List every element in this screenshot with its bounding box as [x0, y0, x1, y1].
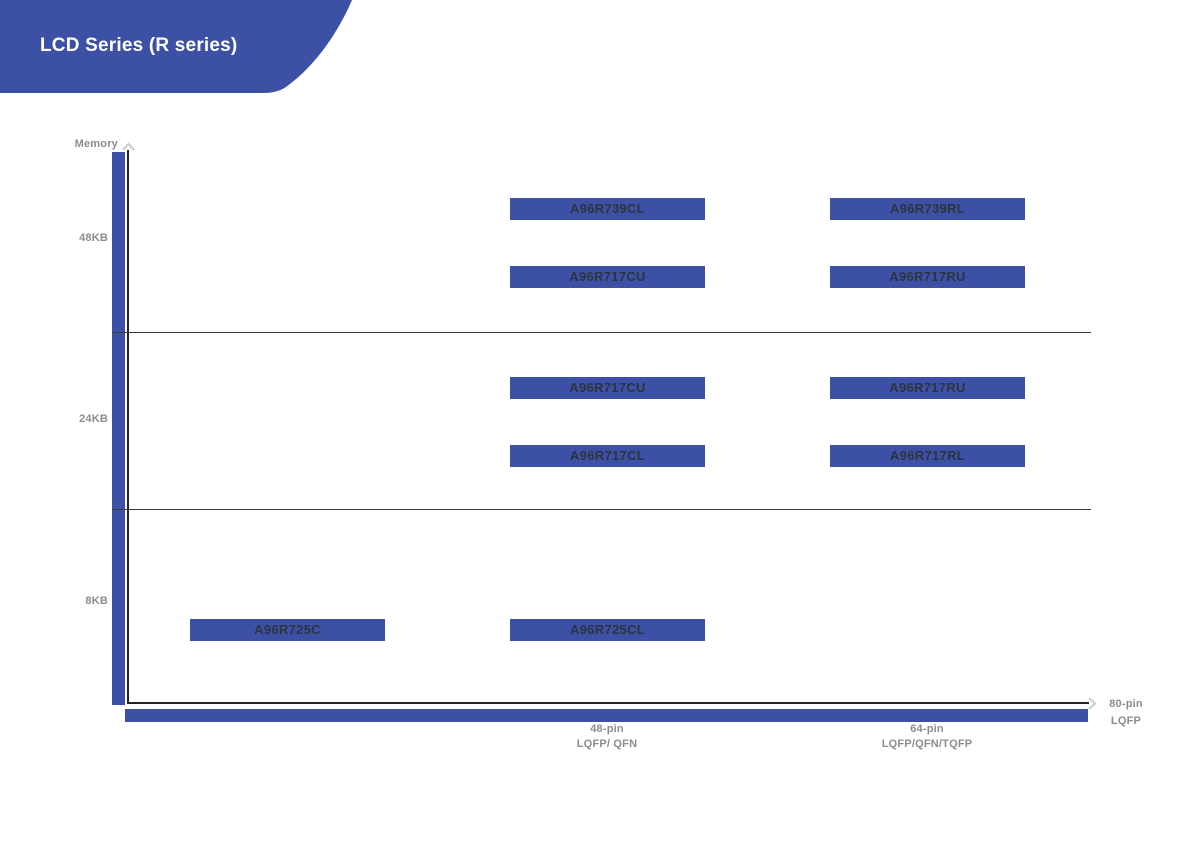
product-box: A96R717CU [510, 266, 705, 288]
product-box: A96R717RU [830, 377, 1025, 399]
banner-shape [0, 0, 352, 93]
y-axis-line [127, 150, 129, 704]
x-axis-bar [125, 709, 1088, 722]
band-divider-24-8 [112, 509, 1091, 510]
x-label-64pin-line1: 64-pin [910, 723, 944, 735]
x-label-64pin-line2: LQFP/QFN/TQFP [881, 738, 973, 750]
page-title: LCD Series (R series) [40, 35, 238, 56]
product-box: A96R717CL [510, 445, 705, 467]
arrow-right-icon [1088, 697, 1096, 710]
x-label-48pin-line2: LQFP/ QFN [576, 738, 638, 750]
y-axis-title: Memory [74, 138, 118, 150]
y-tick-8kb: 8KB [85, 595, 108, 607]
x-axis-line [127, 702, 1089, 704]
x-label-48pin-line1: 48-pin [590, 723, 624, 735]
product-box: A96R717CU [510, 377, 705, 399]
y-tick-24kb: 24KB [79, 413, 108, 425]
x-label-64pin: 64-pin LQFP/QFN/TQFP [827, 722, 1027, 752]
x-label-80pin-line2: LQFP [1110, 715, 1142, 727]
product-box: A96R739CL [510, 198, 705, 220]
x-label-48pin: 48-pin LQFP/ QFN [527, 722, 687, 752]
product-box: A96R725CL [510, 619, 705, 641]
y-tick-48kb: 48KB [79, 232, 108, 244]
product-box: A96R739RL [830, 198, 1025, 220]
x-label-80pin: 80-pin LQFP [1094, 696, 1158, 730]
band-divider-48-24 [112, 332, 1091, 333]
product-box: A96R717RL [830, 445, 1025, 467]
x-label-80pin-line1: 80-pin [1109, 698, 1143, 710]
y-axis-bar [112, 152, 125, 705]
arrow-up-icon [122, 142, 135, 151]
product-box: A96R717RU [830, 266, 1025, 288]
product-box: A96R725C [190, 619, 385, 641]
